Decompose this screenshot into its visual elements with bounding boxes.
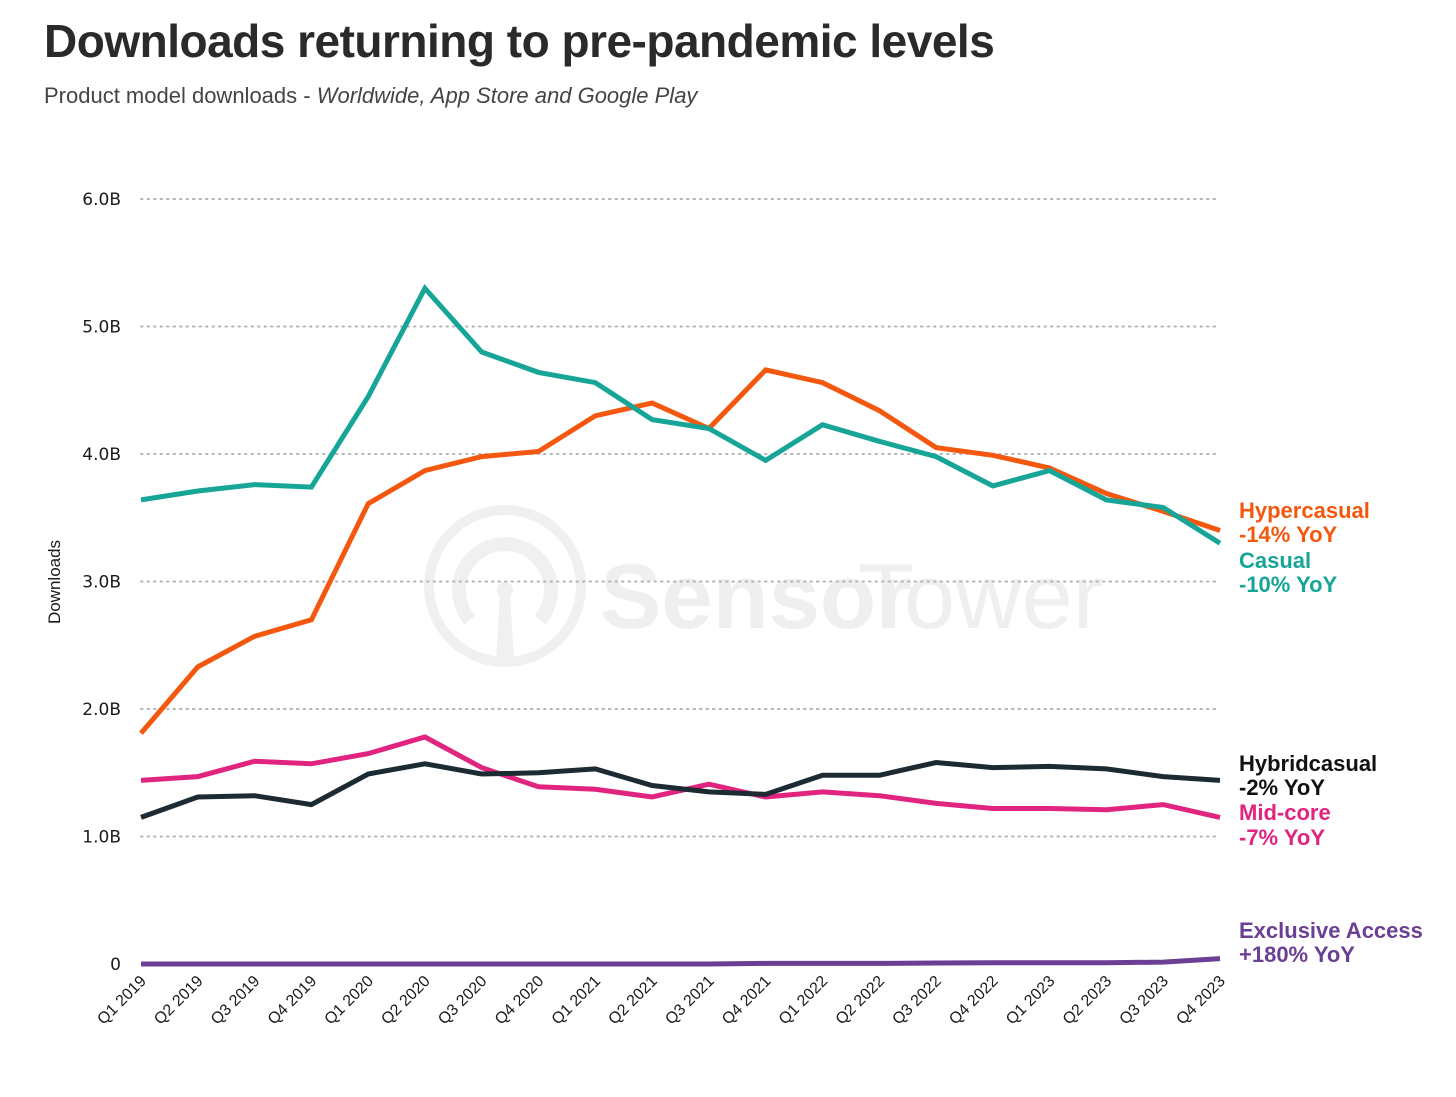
gridlines — [140, 198, 1221, 838]
x-tick-label: Q4 2022 — [946, 973, 1001, 1028]
x-tick-label: Q3 2022 — [889, 973, 944, 1028]
end-label-name-hypercasual: Hypercasual — [1239, 498, 1370, 523]
x-axis-ticks: Q1 2019 Q2 2019 Q3 2019 Q4 2019 Q1 2020 Q2 20… — [94, 973, 1228, 1028]
x-tick-label: Q4 2019 — [265, 973, 320, 1028]
y-tick-label: 5.0B — [82, 318, 121, 338]
x-tick-label: Q2 2022 — [833, 973, 888, 1028]
end-label-change-hypercasual: -14% YoY — [1239, 522, 1338, 547]
series-line-hybridcasual — [140, 759, 1221, 820]
watermark-brand-bold: Sensor — [600, 546, 912, 648]
series-line-hypercasual — [139, 367, 1221, 735]
chart-title: Downloads returning to pre-pandemic leve… — [44, 15, 995, 67]
chart-subtitle: Product model downloads - Worldwide, App… — [44, 83, 697, 109]
y-axis-label: Downloads — [45, 540, 64, 624]
end-label-name-hybridcasual: Hybridcasual — [1239, 751, 1377, 776]
y-tick-label: 1.0B — [82, 828, 121, 848]
x-tick-label: Q4 2020 — [492, 973, 547, 1028]
watermark-brand-light: Tower — [858, 546, 1103, 648]
series-lines — [139, 283, 1222, 967]
x-tick-label: Q3 2023 — [1117, 973, 1172, 1028]
end-label-change-exclusive-access: +180% YoY — [1239, 942, 1355, 967]
x-tick-label: Q2 2019 — [151, 973, 206, 1028]
end-label-change-mid-core: -7% YoY — [1239, 825, 1325, 850]
x-tick-label: Q2 2023 — [1060, 973, 1115, 1028]
x-tick-label: Q4 2023 — [1173, 973, 1228, 1028]
end-label-change-hybridcasual: -2% YoY — [1239, 775, 1325, 800]
series-line-casual — [140, 283, 1222, 546]
x-tick-label: Q3 2021 — [662, 973, 717, 1028]
sensor-tower-logo-icon — [424, 505, 586, 667]
x-tick-label: Q2 2021 — [606, 973, 661, 1028]
x-tick-label: Q3 2019 — [208, 973, 263, 1028]
y-tick-label: 2.0B — [82, 700, 121, 720]
end-label-name-mid-core: Mid-core — [1239, 800, 1331, 825]
x-tick-label: Q2 2020 — [378, 973, 433, 1028]
x-tick-label: Q1 2023 — [1003, 973, 1058, 1028]
subtitle-italic: Worldwide, App Store and Google Play — [316, 83, 698, 108]
x-tick-label: Q3 2020 — [435, 973, 490, 1028]
x-tick-label: Q1 2019 — [94, 973, 149, 1028]
y-tick-label: 4.0B — [82, 445, 121, 465]
y-axis-ticks: 0 1.0B 2.0B 3.0B 4.0B 5.0B 6.0B — [82, 190, 121, 975]
y-tick-label: 0 — [110, 955, 121, 975]
y-tick-label: 3.0B — [82, 573, 121, 593]
x-tick-label: Q1 2021 — [549, 973, 604, 1028]
series-line-exclusive-access — [141, 956, 1221, 967]
end-label-change-casual: -10% YoY — [1239, 572, 1338, 597]
end-label-name-exclusive-access: Exclusive Access — [1239, 918, 1423, 943]
y-tick-label: 6.0B — [82, 190, 121, 210]
end-label-name-casual: Casual — [1239, 548, 1311, 573]
x-tick-label: Q4 2021 — [719, 973, 774, 1028]
x-tick-label: Q1 2022 — [776, 973, 831, 1028]
watermark: Sensor Tower — [424, 505, 1103, 667]
subtitle-plain: Product model downloads - — [44, 83, 317, 108]
x-tick-label: Q1 2020 — [322, 973, 377, 1028]
